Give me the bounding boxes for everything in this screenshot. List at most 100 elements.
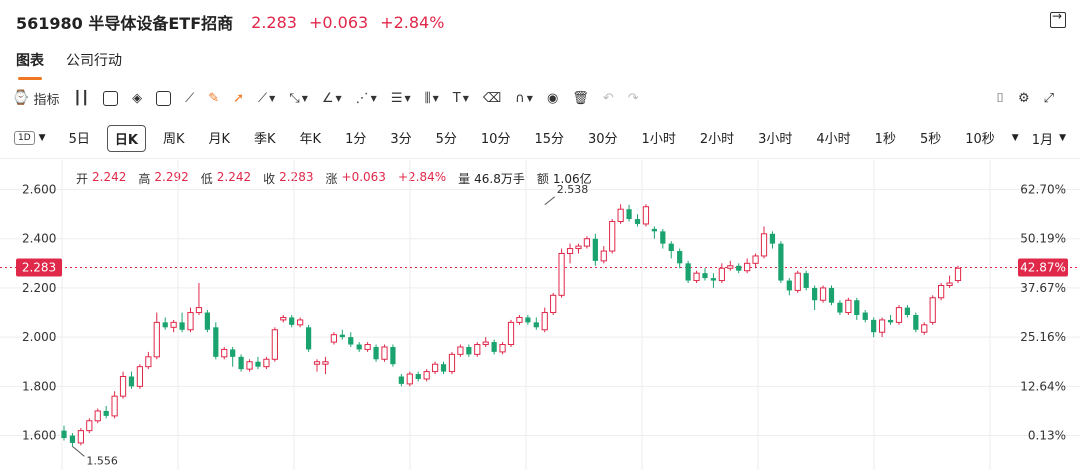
candle-body-up (845, 299, 852, 314)
line-chart-icon: ⟋ (185, 90, 195, 106)
candlestick-chart[interactable]: 2.600 62.70% 2.400 50.19% 2.200 37.67% 2.000 25… (0, 160, 1080, 470)
visibility-tool[interactable]: ◉ (547, 91, 558, 106)
interval-selector[interactable]: 1D (14, 131, 35, 145)
open-label: 开 (76, 172, 89, 186)
layers-icon: ◈ (132, 90, 143, 106)
pct-tick-label: 25.16% (1020, 330, 1066, 344)
interval-item[interactable]: 10秒 (965, 131, 995, 147)
change-value: +0.063 (341, 170, 386, 184)
range-selector[interactable]: 1月 (1031, 132, 1054, 148)
fullscreen-button[interactable]: ⤢ (1044, 91, 1054, 106)
high-value: 2.292 (154, 170, 189, 184)
interval-item[interactable]: 日K (106, 124, 146, 152)
candle-body-up (322, 361, 329, 365)
ray-tool[interactable]: ⤡ ▼ (289, 91, 308, 106)
price-change-pct: +2.84% (380, 12, 445, 32)
redo-button[interactable]: ↷ (628, 91, 639, 106)
text-tool[interactable]: T ▼ (453, 91, 469, 106)
interval-item[interactable]: 5分 (435, 131, 457, 147)
candle-body-down (61, 430, 67, 439)
candle-body-up (195, 307, 203, 314)
last-price: 2.283 (251, 12, 297, 32)
interval-item[interactable]: 1分 (345, 131, 367, 147)
candle-body-up (541, 312, 548, 331)
undo-button[interactable]: ↶ (603, 91, 614, 106)
chart-style-tool[interactable]: ⟋ (185, 91, 194, 106)
interval-item[interactable]: 1秒 (874, 131, 896, 147)
candle-body-up (246, 361, 253, 370)
candle-body-down (289, 317, 295, 325)
current-pct-label: 42.87% (1020, 261, 1066, 275)
open-value: 2.242 (92, 170, 127, 184)
candle-body-up (550, 294, 557, 314)
magnet-tool[interactable]: ∩ ▼ (515, 91, 533, 106)
candle-body-down (398, 376, 404, 384)
interval-item[interactable]: 5秒 (919, 131, 942, 147)
annotation-leader (72, 445, 85, 457)
eraser-tool[interactable]: ⌫ (483, 91, 501, 106)
interval-item[interactable]: 5日 (68, 131, 90, 147)
candle-body-up (575, 245, 582, 250)
interval-item[interactable]: 1小时 (641, 131, 676, 147)
measure-tool[interactable]: ⫼ ▼ (425, 91, 439, 106)
interval-item[interactable]: 3小时 (758, 131, 793, 147)
y-tick-label: 2.000 (22, 330, 56, 344)
candle-body-down (651, 228, 657, 232)
chevron-down-icon[interactable]: ▼ (1059, 133, 1066, 143)
interval-item[interactable]: 月K (208, 131, 230, 147)
indicator-button[interactable]: ⌚ 指标 (12, 89, 59, 108)
candle-body-up (558, 252, 565, 296)
chevron-down-icon[interactable]: ▼ (38, 133, 46, 143)
cursor-tool[interactable]: ➚ (233, 91, 244, 106)
interval-item[interactable]: 30分 (588, 131, 618, 147)
low-label: 低 (200, 172, 213, 186)
pattern-tool[interactable]: ⋰ ▼ (356, 91, 377, 106)
exit-fullscreen-icon[interactable] (1050, 9, 1066, 28)
trendline-tool[interactable]: ⟋ ▼ (258, 91, 275, 106)
interval-item[interactable]: 15分 (534, 131, 564, 147)
amount-label: 额 (536, 172, 549, 186)
ray-icon: ⤡ (289, 90, 300, 106)
interval-item[interactable]: 10分 (480, 131, 511, 147)
current-pct-tag (1018, 258, 1068, 277)
interval-item[interactable]: 年K (299, 131, 322, 147)
indicator-label: 指标 (33, 92, 60, 108)
candle-body-down (913, 315, 919, 330)
layers-tool[interactable]: ◈ (132, 91, 142, 106)
candle-body-up (364, 344, 371, 350)
tab-corporate-actions[interactable]: 公司行动 (66, 53, 122, 69)
candle-body-down (871, 319, 877, 333)
tab-chart[interactable]: 图表 (16, 50, 44, 80)
candle-body-down (204, 312, 210, 330)
candle-body-up (86, 420, 93, 432)
candle-body-up (693, 272, 700, 282)
rect-tool[interactable] (103, 90, 119, 106)
brush-tool[interactable]: ✎ (208, 91, 219, 106)
settings-button[interactable]: ⚙ (1018, 91, 1030, 106)
quote-header: 561980 半导体设备ETF招商 2.283 +0.063 +2.84% (16, 10, 456, 34)
candle-body-down (179, 322, 185, 330)
delete-tool[interactable]: 🗑 (572, 91, 589, 106)
vs-tool[interactable] (156, 90, 172, 106)
candle-body-up (153, 321, 160, 358)
candle-body-down (837, 302, 843, 313)
interval-item[interactable]: 3分 (390, 131, 412, 147)
screenshot-button[interactable]: ⌷ (996, 91, 1004, 106)
chevron-down-icon[interactable]: ▼ (1011, 133, 1019, 143)
angle-tool[interactable]: ∠ ▼ (322, 91, 342, 106)
pct-tick-label: 12.64% (1020, 379, 1066, 393)
interval-item[interactable]: 4小时 (816, 131, 851, 147)
candle-body-up (145, 356, 152, 368)
camera-icon: ⌷ (996, 90, 1004, 106)
interval-item[interactable]: 周K (162, 131, 185, 147)
candle-type-button[interactable]: ┃┃ (73, 91, 89, 106)
redo-icon: ↷ (627, 90, 639, 106)
candle-body-up (744, 262, 751, 272)
interval-item[interactable]: 2小时 (699, 131, 735, 147)
candle-body-up (583, 238, 591, 247)
fib-icon: ☰ (390, 90, 403, 106)
volume-value: 46.8万手 (474, 172, 525, 186)
candle-body-up (482, 341, 489, 346)
interval-item[interactable]: 季K (254, 131, 276, 147)
fib-tool[interactable]: ☰ ▼ (391, 91, 411, 106)
